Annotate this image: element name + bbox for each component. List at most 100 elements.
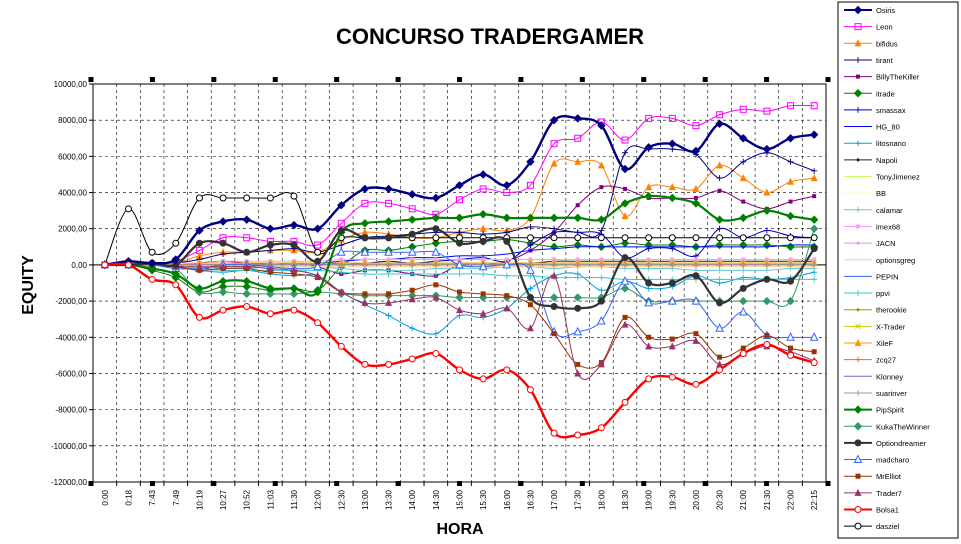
data-point (266, 289, 275, 299)
data-point (455, 293, 464, 302)
x-tick-label: 10:19 (195, 489, 204, 510)
data-point (763, 341, 771, 349)
legend-label: TonyJimenez (876, 173, 920, 182)
legend-label: PEPIN (876, 272, 899, 281)
data-point (646, 334, 652, 340)
y-tick-label: -4000,00 (55, 333, 87, 342)
x-tick-label: 17:30 (574, 489, 583, 510)
data-point (385, 270, 392, 277)
data-point (503, 304, 511, 312)
data-point (691, 295, 701, 305)
frame-marker (518, 77, 524, 82)
legend-entry: BillyTheKiller (844, 73, 920, 82)
data-point (549, 213, 559, 223)
data-point (668, 183, 676, 191)
data-point (266, 241, 274, 249)
data-point (289, 284, 299, 293)
data-point (855, 106, 861, 113)
legend-label: Napoli (876, 156, 898, 165)
data-point (408, 230, 416, 238)
data-point (691, 146, 701, 156)
data-point (810, 359, 818, 367)
data-point (668, 193, 677, 203)
data-point (853, 422, 863, 431)
x-tick-label: 13:00 (361, 489, 370, 510)
data-point (219, 306, 227, 314)
frame-marker (518, 481, 524, 486)
x-tick-label: 20:30 (716, 489, 725, 510)
data-point (195, 239, 203, 247)
series-line (104, 104, 815, 266)
x-tick-label: 12:30 (337, 489, 346, 510)
data-point (645, 261, 652, 268)
legend-entry: Optiondreamer (844, 439, 927, 448)
data-point (385, 199, 393, 207)
data-point (479, 237, 487, 245)
legend-label: Trader7 (876, 489, 902, 498)
data-point (786, 211, 795, 221)
legend-entry: X-Trader (844, 322, 906, 331)
data-point (431, 193, 441, 203)
data-point (337, 288, 345, 296)
y-axis-ticks: 10000,00 8000,00 6000,00 4000,00 2000,00 0,00… (51, 80, 93, 487)
data-point (692, 184, 700, 192)
frame-markers (88, 77, 831, 486)
data-point (855, 473, 861, 479)
x-tick-label: 21:00 (739, 489, 748, 510)
frame-marker (395, 77, 401, 82)
frame-marker (334, 481, 340, 486)
data-point (597, 121, 606, 130)
data-point (455, 181, 464, 190)
legend-entry: smassax (844, 106, 906, 115)
data-point (740, 345, 746, 351)
data-point (739, 174, 747, 182)
data-point (385, 261, 392, 268)
data-point (855, 389, 861, 396)
data-point (314, 271, 322, 279)
data-point (290, 192, 298, 200)
data-point (809, 215, 819, 224)
legend-entry: bifidus (844, 39, 898, 48)
data-point (786, 134, 795, 143)
data-point (762, 206, 772, 215)
data-point (409, 287, 415, 293)
frame-marker (579, 77, 585, 82)
x-tick-label: 15:00 (456, 489, 465, 510)
data-point (598, 287, 605, 294)
data-point (338, 242, 345, 249)
data-point (620, 199, 630, 208)
data-point (692, 234, 700, 242)
data-point (526, 386, 534, 394)
data-point (598, 261, 605, 268)
y-axis-title: EQUITY (20, 255, 37, 315)
data-point (598, 274, 605, 281)
legend-label: tirant (876, 56, 894, 65)
legend-label: Osiris (876, 6, 895, 15)
legend-entry: therookie (844, 306, 907, 315)
data-point (668, 373, 676, 381)
data-point (763, 227, 770, 234)
data-point (526, 265, 535, 274)
data-point (621, 234, 629, 242)
legend-label: HG_80 (876, 123, 900, 132)
y-tick-label: -12000,00 (51, 478, 88, 487)
data-point (124, 261, 132, 269)
legend-label: therookie (876, 306, 907, 315)
x-tick-label: 22:15 (810, 489, 819, 510)
data-point (337, 201, 346, 210)
data-point (599, 185, 604, 190)
data-point (551, 331, 557, 337)
data-point (644, 143, 653, 152)
data-point (431, 238, 441, 248)
y-tick-label: -2000,00 (55, 297, 87, 306)
data-point (574, 157, 582, 165)
legend-label: calamar (876, 206, 903, 215)
data-point (597, 161, 605, 169)
data-point (620, 284, 630, 293)
data-point (716, 267, 723, 274)
y-tick-label: 4000,00 (58, 189, 87, 198)
data-point (597, 215, 606, 224)
data-point (361, 228, 369, 236)
data-point (574, 274, 581, 281)
data-point (550, 159, 558, 167)
